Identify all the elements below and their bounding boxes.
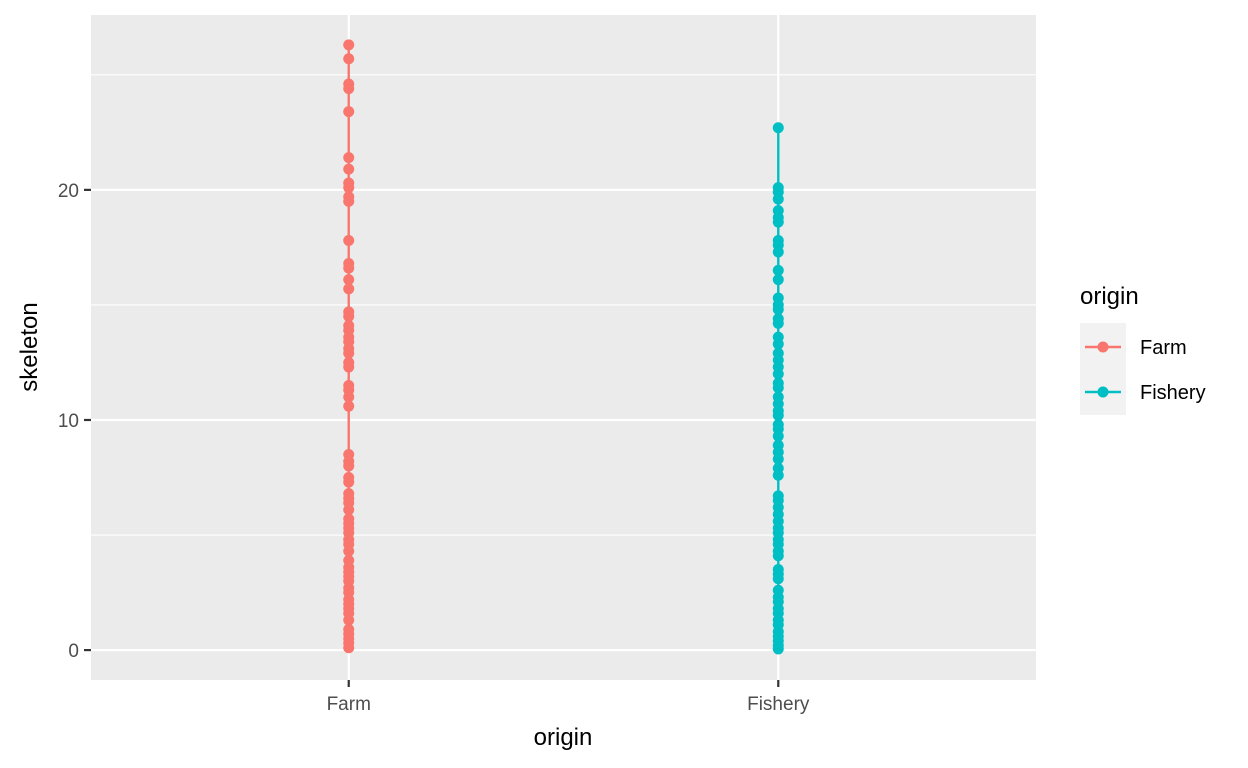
point-farm bbox=[343, 274, 355, 286]
point-fishery bbox=[772, 462, 784, 474]
point-fishery bbox=[772, 439, 784, 451]
point-fishery bbox=[772, 331, 784, 343]
point-farm bbox=[343, 163, 355, 175]
legend-label: Fishery bbox=[1140, 382, 1206, 404]
point-fishery bbox=[772, 313, 784, 325]
y-tick-label: 20 bbox=[58, 181, 79, 202]
x-tick-label: Fishery bbox=[747, 694, 810, 715]
point-farm bbox=[343, 356, 355, 368]
point-farm bbox=[343, 448, 355, 460]
x-tick-label: Farm bbox=[327, 694, 371, 715]
point-fishery bbox=[772, 584, 784, 596]
point-fishery bbox=[772, 122, 784, 134]
legend-key-point bbox=[1097, 341, 1109, 353]
x-axis-title: origin bbox=[534, 724, 593, 751]
point-fishery bbox=[772, 264, 784, 276]
point-farm bbox=[343, 39, 355, 51]
point-fishery bbox=[772, 564, 784, 576]
point-fishery bbox=[772, 235, 784, 247]
legend-label: Farm bbox=[1140, 337, 1187, 359]
point-farm bbox=[343, 152, 355, 164]
point-fishery bbox=[772, 377, 784, 389]
legend: origin Farm Fishery bbox=[1080, 283, 1206, 415]
point-farm bbox=[343, 106, 355, 118]
point-fishery bbox=[772, 391, 784, 403]
x-axis: Farm Fishery bbox=[327, 680, 810, 715]
point-fishery bbox=[772, 182, 784, 194]
point-farm bbox=[343, 78, 355, 90]
legend-key-background bbox=[1080, 323, 1126, 415]
point-farm bbox=[343, 513, 355, 525]
y-tick-label: 0 bbox=[68, 641, 79, 662]
series-layer bbox=[343, 39, 784, 655]
point-farm bbox=[343, 306, 355, 318]
point-farm bbox=[343, 554, 355, 566]
point-farm bbox=[343, 623, 355, 635]
point-farm bbox=[343, 235, 355, 247]
point-farm bbox=[343, 488, 355, 500]
point-fishery bbox=[772, 205, 784, 217]
point-farm bbox=[343, 177, 355, 189]
point-fishery bbox=[772, 292, 784, 304]
y-axis: 0 10 20 bbox=[58, 181, 91, 662]
point-farm bbox=[343, 283, 355, 295]
y-axis-title: skeleton bbox=[16, 302, 43, 391]
point-farm bbox=[343, 320, 355, 332]
point-fishery bbox=[772, 490, 784, 502]
point-farm bbox=[343, 472, 355, 484]
legend-key-point bbox=[1097, 386, 1109, 398]
legend-title: origin bbox=[1080, 283, 1139, 310]
y-tick-label: 10 bbox=[58, 411, 79, 432]
point-farm bbox=[343, 53, 355, 65]
point-farm bbox=[343, 258, 355, 270]
point-farm bbox=[343, 191, 355, 203]
point-fishery bbox=[772, 274, 784, 286]
point-farm bbox=[343, 379, 355, 391]
point-farm bbox=[343, 400, 355, 412]
legend-keys: Farm Fishery bbox=[1080, 323, 1206, 415]
panel-background bbox=[91, 15, 1036, 680]
point-fishery bbox=[772, 419, 784, 431]
grid-minor bbox=[91, 74, 1036, 536]
point-fishery bbox=[772, 347, 784, 359]
